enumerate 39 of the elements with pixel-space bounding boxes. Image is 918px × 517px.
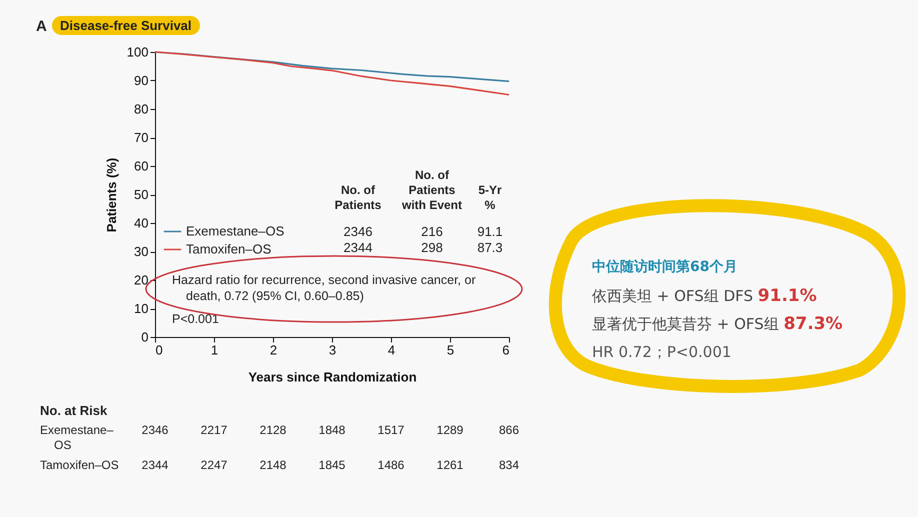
y-tick-label: 50 — [134, 187, 148, 202]
annotation: No. of Patients with Event — [402, 168, 462, 213]
text: Exemestane–OS 2346 2217 2128 1848 1517 1289 866 — [40, 423, 520, 452]
annotation: P<0.001 — [172, 312, 219, 326]
y-tick-label: 90 — [134, 73, 148, 88]
y-tick-label: 40 — [134, 216, 148, 230]
y-tick-label: 30 — [134, 244, 148, 259]
x-tick-label: 3 — [328, 342, 336, 358]
text: HR 0.72；P<0.001 — [592, 343, 732, 362]
annotation: Hazard ratio for recurrence, second invasive cancer, or death, 0.72 (95% CI, 0.60–0.85) — [172, 272, 477, 304]
text: Tamoxifen–OS 2344 2247 2148 1845 1486 1261 834 — [40, 458, 520, 472]
y-tick-label: 10 — [134, 301, 148, 316]
text: A — [36, 18, 47, 35]
text: No. at Risk — [40, 403, 108, 418]
text: 依西美坦 + OFS组 DFS 91.1% — [592, 286, 817, 306]
text: 显著优于他莫昔芬 + OFS组 87.3% — [592, 314, 843, 334]
text: 中位随访时间第68个月 — [592, 258, 738, 276]
x-tick-label: 1 — [210, 342, 218, 358]
legend-label: Exemestane–OS — [186, 224, 285, 238]
y-tick-label: 0 — [141, 330, 148, 344]
legend-label: Tamoxifen–OS — [186, 242, 272, 256]
x-axis-title: Years since Randomization — [248, 370, 417, 384]
y-axis-title: Patients (%) — [104, 158, 119, 232]
y-tick-label: 60 — [134, 158, 148, 174]
annotation: No. of Patients — [334, 183, 382, 213]
x-tick-label: 0 — [156, 342, 163, 358]
text: 2344 298 87.3 — [344, 240, 503, 255]
x-tick-label: 2 — [270, 342, 278, 358]
x-tick-label: 5 — [446, 342, 454, 358]
text: 2346 216 91.1 — [344, 224, 503, 239]
line-series — [154, 51, 510, 96]
y-tick-label: 80 — [134, 102, 148, 116]
y-tick-label: 70 — [134, 130, 148, 145]
y-tick-label: 20 — [134, 272, 148, 288]
chart-title: Disease-free Survival — [52, 16, 200, 35]
x-tick-label: 4 — [388, 342, 396, 358]
x-tick-label: 6 — [502, 342, 510, 358]
y-tick-label: 100 — [126, 44, 148, 60]
annotation: 5-Yr % — [477, 183, 503, 213]
